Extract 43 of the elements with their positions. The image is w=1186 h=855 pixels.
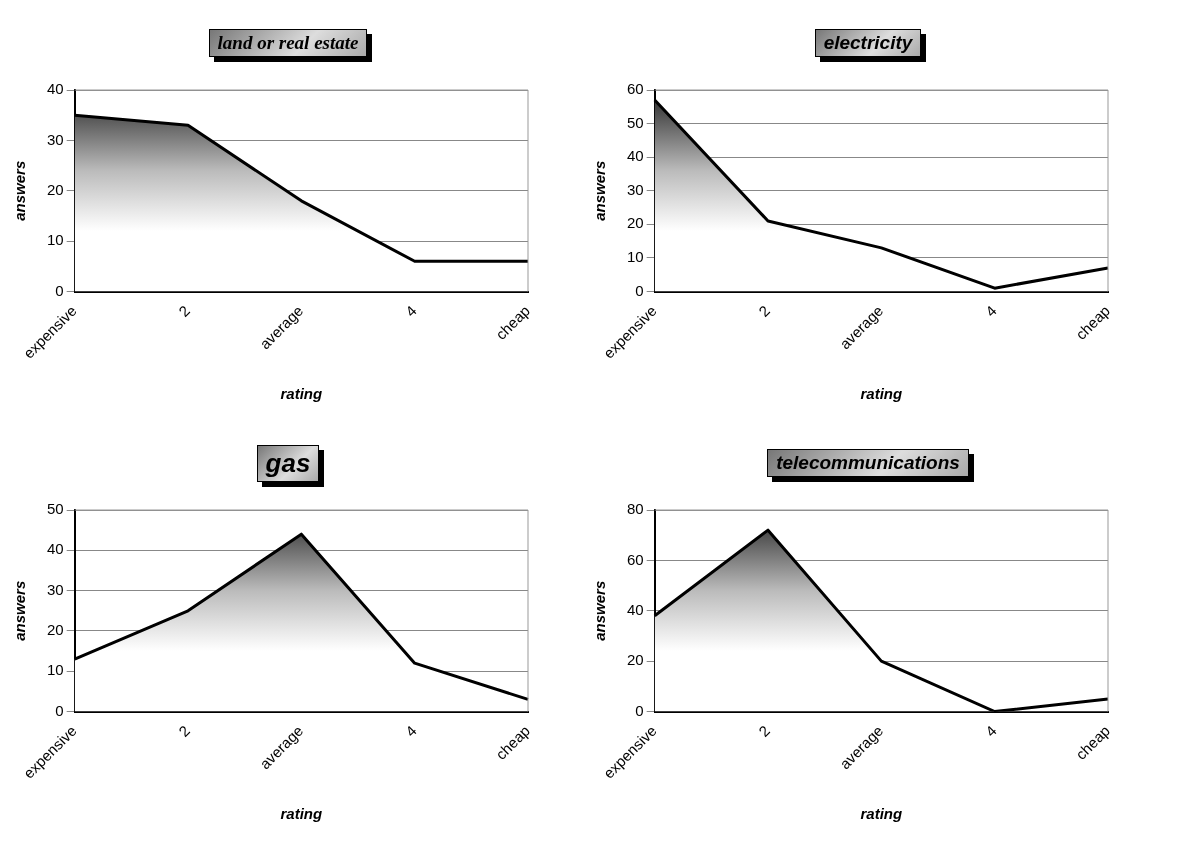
y-axis-title: answers — [11, 160, 29, 221]
y-tick-label: 50 — [47, 500, 64, 518]
y-tick-label: 80 — [627, 500, 644, 518]
y-tick-label: 20 — [627, 651, 644, 669]
x-axis-title: rating — [860, 805, 903, 823]
chart-title: gas — [256, 444, 320, 482]
y-tick-label: 20 — [47, 180, 64, 198]
y-tick-label: 30 — [47, 130, 64, 148]
x-tick-label: 4 — [981, 721, 1000, 740]
y-tick-label: 50 — [627, 113, 644, 131]
y-tick-label: 40 — [627, 600, 644, 618]
y-tick-label: 10 — [47, 661, 64, 679]
x-axis-title: rating — [280, 805, 323, 823]
y-axis-title: answers — [591, 580, 609, 641]
y-tick-label: 10 — [47, 231, 64, 249]
y-tick-label: 20 — [47, 621, 64, 639]
x-tick-label: 2 — [175, 721, 194, 740]
chart-title: electricity — [814, 29, 922, 57]
y-tick-label: 30 — [47, 580, 64, 598]
x-tick-label: 2 — [175, 301, 194, 320]
y-axis-title: answers — [591, 160, 609, 221]
y-tick-label: 30 — [627, 180, 644, 198]
x-tick-label: 4 — [401, 301, 420, 320]
y-tick-label: 10 — [627, 248, 644, 266]
x-tick-label: 4 — [401, 721, 420, 740]
y-tick-label: 0 — [55, 281, 64, 299]
x-axis-title: rating — [860, 385, 903, 403]
y-tick-label: 0 — [635, 701, 644, 719]
y-tick-label: 40 — [47, 540, 64, 558]
y-tick-label: 40 — [627, 147, 644, 165]
x-tick-label: 2 — [755, 721, 774, 740]
chart-title: land or real estate — [208, 29, 368, 57]
y-tick-label: 0 — [635, 281, 644, 299]
x-axis-title: rating — [280, 385, 323, 403]
chart-title: telecommunications — [767, 449, 969, 477]
x-tick-label: 4 — [981, 301, 1000, 320]
y-tick-label: 60 — [627, 80, 644, 98]
y-tick-label: 60 — [627, 550, 644, 568]
y-tick-label: 40 — [47, 80, 64, 98]
y-tick-label: 20 — [627, 214, 644, 232]
y-tick-label: 0 — [55, 701, 64, 719]
x-tick-label: 2 — [755, 301, 774, 320]
y-axis-title: answers — [11, 580, 29, 641]
